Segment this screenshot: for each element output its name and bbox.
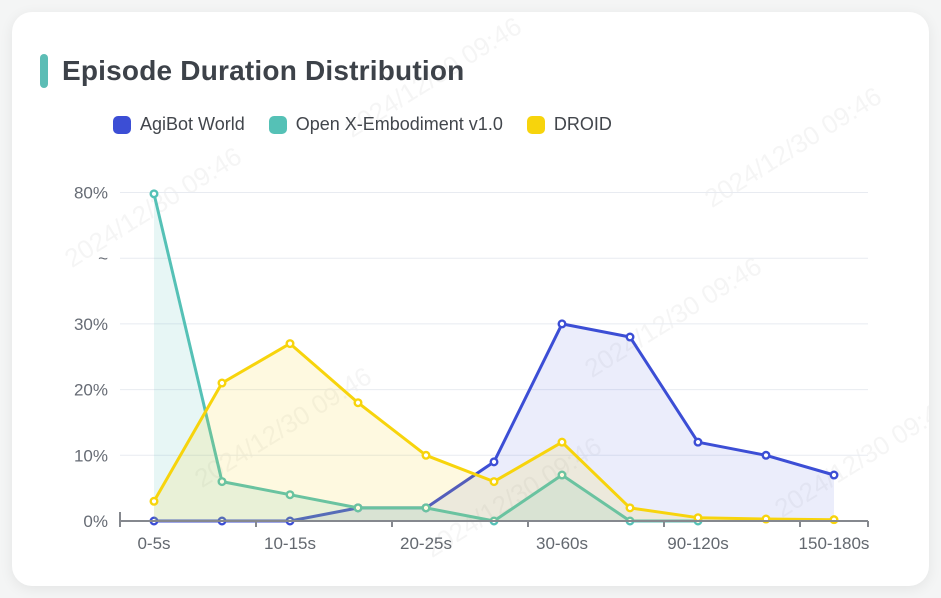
legend-label: AgiBot World xyxy=(140,114,245,134)
svg-text:90-120s: 90-120s xyxy=(667,534,728,553)
svg-text:10%: 10% xyxy=(74,446,108,465)
chart-card: 2024/12/30 09:46 2024/12/30 09:46 2024/1… xyxy=(12,12,929,586)
title-row: Episode Duration Distribution xyxy=(40,54,929,88)
svg-text:20-25s: 20-25s xyxy=(400,534,452,553)
legend-label: DROID xyxy=(553,114,612,134)
svg-text:0%: 0% xyxy=(83,512,108,531)
legend-label: Open X-Embodiment v1.0 xyxy=(295,114,503,134)
legend-swatch-agibot-world xyxy=(113,115,131,134)
svg-text:80%: 80% xyxy=(74,184,108,203)
svg-text:10-15s: 10-15s xyxy=(264,534,316,553)
legend-item-agibot-world[interactable]: AgiBot World xyxy=(113,114,245,135)
page-title: Episode Duration Distribution xyxy=(62,55,465,86)
legend-swatch-open-x-embodiment xyxy=(268,115,287,134)
chart-legend: AgiBot World Open X-Embodiment v1.0 DROI… xyxy=(113,114,929,135)
legend-item-open-x-embodiment[interactable]: Open X-Embodiment v1.0 xyxy=(268,114,503,135)
legend-item-droid[interactable]: DROID xyxy=(526,114,612,135)
svg-text:0-5s: 0-5s xyxy=(137,534,170,553)
chart-canvas[interactable]: 0% 10% 20% 30% ~80% 0-5s 10-15s 20-25s 30-60s 90-… xyxy=(12,12,929,586)
svg-text:20%: 20% xyxy=(74,381,108,400)
svg-text:150-180s: 150-180s xyxy=(799,534,870,553)
svg-text:30-60s: 30-60s xyxy=(536,534,588,553)
legend-swatch-droid xyxy=(526,115,545,134)
svg-text:30%: 30% xyxy=(74,315,108,334)
title-accent-bar xyxy=(40,54,48,88)
svg-text:~: ~ xyxy=(98,249,108,268)
